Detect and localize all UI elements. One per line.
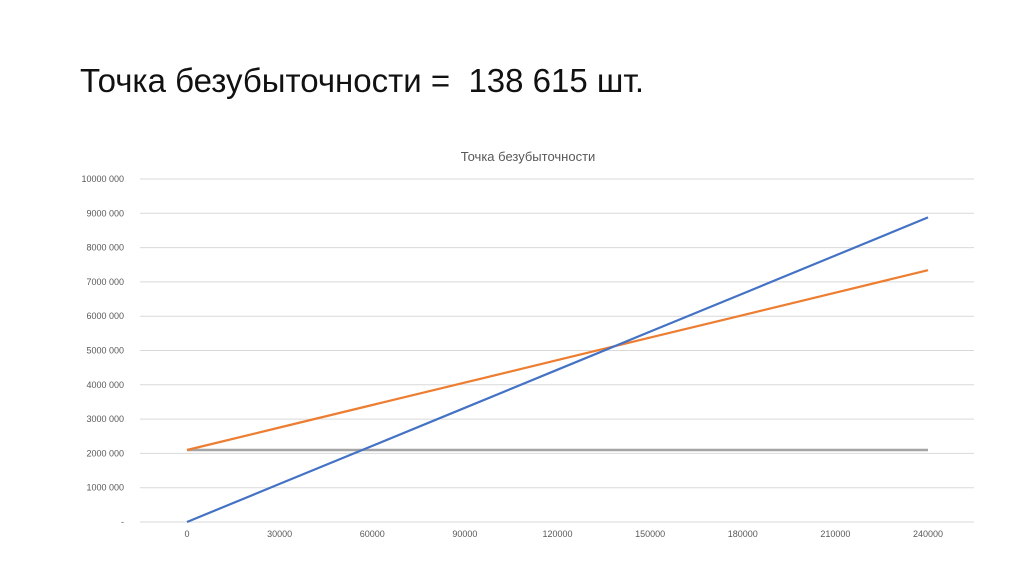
y-tick-label: 9000 000 xyxy=(86,208,124,218)
y-tick-label: 5000 000 xyxy=(86,346,124,356)
series-line-2 xyxy=(186,269,929,452)
y-tick-label: 1000 000 xyxy=(86,483,124,493)
x-tick-label: 30000 xyxy=(267,529,292,539)
series-line-1 xyxy=(186,216,929,524)
x-tick-label: 150000 xyxy=(635,529,665,539)
x-tick-label: 0 xyxy=(184,529,189,539)
x-axis-ticks: 0 30000 60000 90000 120000 150000 180000 210000… xyxy=(184,529,943,539)
x-tick-label: 180000 xyxy=(728,529,758,539)
x-tick-label: 210000 xyxy=(820,529,850,539)
y-tick-label: 10000 000 xyxy=(81,174,124,184)
y-tick-label: 6000 000 xyxy=(86,311,124,321)
slide-title: Точка безубыточности = 138 615 шт. xyxy=(80,62,645,99)
chart-title: Точка безубыточности xyxy=(461,149,596,164)
y-tick-label: 2000 000 xyxy=(86,448,124,458)
y-tick-label: 8000 000 xyxy=(86,243,124,253)
y-axis-ticks: - 1000 000 2000 000 3000 000 4000 000 5000 00… xyxy=(81,174,124,527)
y-tick-label: 3000 000 xyxy=(86,414,124,424)
y-tick-label: 4000 000 xyxy=(86,380,124,390)
grid-lines xyxy=(140,178,974,523)
x-tick-label: 60000 xyxy=(360,529,385,539)
x-tick-label: 240000 xyxy=(913,529,943,539)
series-lines xyxy=(186,216,929,524)
y-tick-label: 7000 000 xyxy=(86,277,124,287)
y-tick-label: - xyxy=(121,517,124,527)
x-tick-label: 90000 xyxy=(452,529,477,539)
x-tick-label: 120000 xyxy=(542,529,572,539)
